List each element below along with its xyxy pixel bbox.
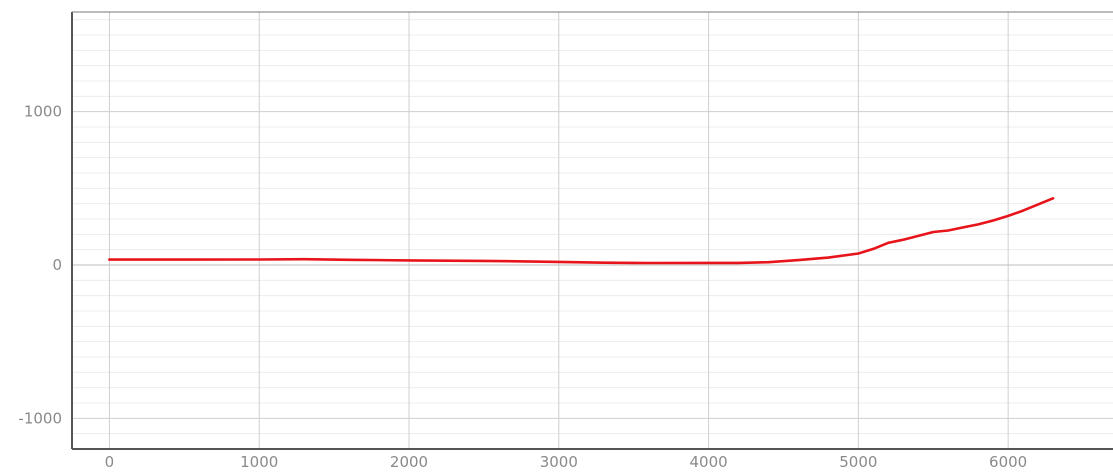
x-tick-label: 2000 [390,453,428,471]
x-tick-label: 3000 [540,453,578,471]
y-axis-ticks: -1000 0 1000 [18,103,62,428]
minor-gridlines [72,19,1113,450]
x-tick-label: 5000 [839,453,877,471]
series-layer [108,197,1055,265]
series-line-0 [108,197,1055,265]
y-tick-label: 0 [52,256,62,274]
y-tick-label: -1000 [18,409,62,427]
x-axis-ticks: 0 1000 2000 3000 4000 5000 6000 [105,453,1028,471]
x-tick-label: 6000 [989,453,1027,471]
x-tick-label: 4000 [689,453,727,471]
y-tick-label: 1000 [24,103,62,121]
axes [71,11,1113,450]
x-tick-label: 1000 [240,453,278,471]
x-tick-label: 0 [105,453,115,471]
major-gridlines [72,12,1113,449]
